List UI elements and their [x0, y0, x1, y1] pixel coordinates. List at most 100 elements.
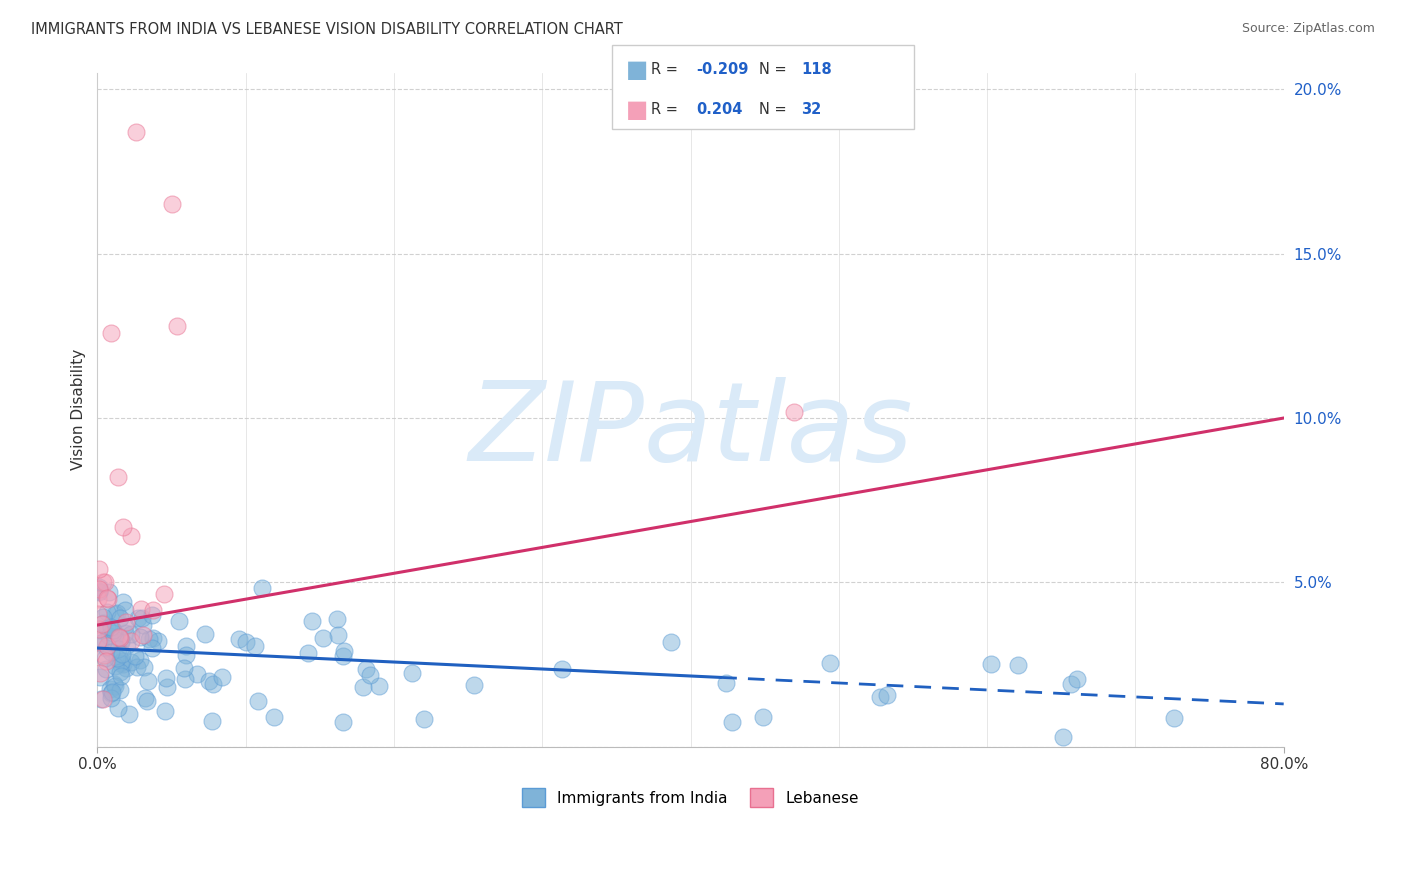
Point: [91, 609, 114, 624]
Point: [176, 639, 198, 653]
Point: [100, 690, 122, 705]
Point: [108, 683, 131, 698]
Point: [1052, 730, 1074, 744]
Point: [132, 628, 155, 642]
Point: [354, 662, 377, 676]
Text: N =: N =: [759, 62, 787, 77]
Point: [125, 660, 148, 674]
Point: [146, 634, 169, 648]
Point: [876, 688, 898, 702]
Point: [201, 677, 224, 691]
Point: [173, 661, 195, 675]
Point: [714, 676, 737, 690]
Point: [120, 656, 142, 670]
Point: [142, 632, 165, 646]
Point: [100, 645, 122, 659]
Point: [162, 197, 184, 211]
Point: [401, 666, 423, 681]
Point: [1066, 672, 1088, 686]
Point: [96, 621, 118, 635]
Point: [153, 705, 176, 719]
Point: [326, 628, 349, 642]
Text: ZIPatlas: ZIPatlas: [468, 376, 912, 483]
Point: [110, 611, 132, 625]
Point: [132, 618, 155, 632]
Point: [155, 671, 177, 685]
Point: [96, 639, 118, 653]
Point: [136, 674, 159, 689]
Point: [114, 626, 136, 640]
Point: [97, 585, 120, 599]
Point: [93, 575, 115, 590]
Point: [111, 654, 134, 668]
Text: Source: ZipAtlas.com: Source: ZipAtlas.com: [1241, 22, 1375, 36]
Point: [129, 630, 152, 644]
Point: [235, 635, 257, 649]
Point: [869, 690, 891, 704]
Text: -0.209: -0.209: [696, 62, 748, 77]
Point: [96, 591, 118, 605]
Point: [101, 685, 124, 699]
Point: [89, 665, 111, 680]
Point: [661, 634, 683, 648]
Point: [107, 629, 129, 643]
Point: [96, 605, 118, 619]
Point: [115, 638, 138, 652]
Point: [98, 682, 121, 697]
Point: [174, 648, 197, 662]
Point: [412, 712, 434, 726]
Point: [111, 647, 134, 661]
Point: [1007, 657, 1029, 672]
Point: [138, 632, 160, 646]
Point: [142, 603, 165, 617]
Point: [228, 632, 250, 646]
Point: [141, 640, 163, 655]
Text: R =: R =: [651, 62, 678, 77]
Point: [112, 657, 135, 672]
Point: [110, 632, 132, 647]
Point: [128, 652, 150, 666]
Point: [91, 635, 114, 649]
Point: [89, 580, 111, 594]
Point: [186, 667, 208, 681]
Point: [89, 636, 111, 650]
Point: [108, 665, 131, 680]
Point: [100, 686, 122, 700]
Point: [124, 649, 146, 664]
Point: [115, 661, 138, 675]
Point: [818, 656, 841, 670]
Point: [97, 592, 120, 607]
Point: [980, 657, 1002, 672]
Point: [243, 639, 266, 653]
Point: [104, 607, 127, 622]
Point: [141, 608, 163, 623]
Point: [94, 575, 117, 590]
Point: [118, 706, 141, 721]
Point: [301, 614, 323, 628]
Point: [120, 627, 142, 641]
Point: [89, 623, 111, 637]
Point: [297, 646, 319, 660]
Point: [211, 670, 233, 684]
Text: 118: 118: [801, 62, 832, 77]
Point: [326, 612, 349, 626]
Point: [94, 654, 117, 668]
Legend: Immigrants from India, Lebanese: Immigrants from India, Lebanese: [516, 782, 865, 814]
Point: [463, 678, 485, 692]
Point: [114, 615, 136, 629]
Text: ■: ■: [626, 58, 648, 81]
Point: [87, 583, 110, 598]
Point: [194, 627, 217, 641]
Point: [108, 630, 131, 644]
Point: [167, 614, 190, 628]
Point: [114, 619, 136, 633]
Point: [125, 125, 148, 139]
Point: [263, 710, 285, 724]
Point: [107, 701, 129, 715]
Point: [332, 643, 354, 657]
Point: [367, 679, 389, 693]
Point: [100, 620, 122, 634]
Y-axis label: Vision Disability: Vision Disability: [72, 349, 86, 470]
Point: [112, 595, 135, 609]
Point: [332, 715, 354, 730]
